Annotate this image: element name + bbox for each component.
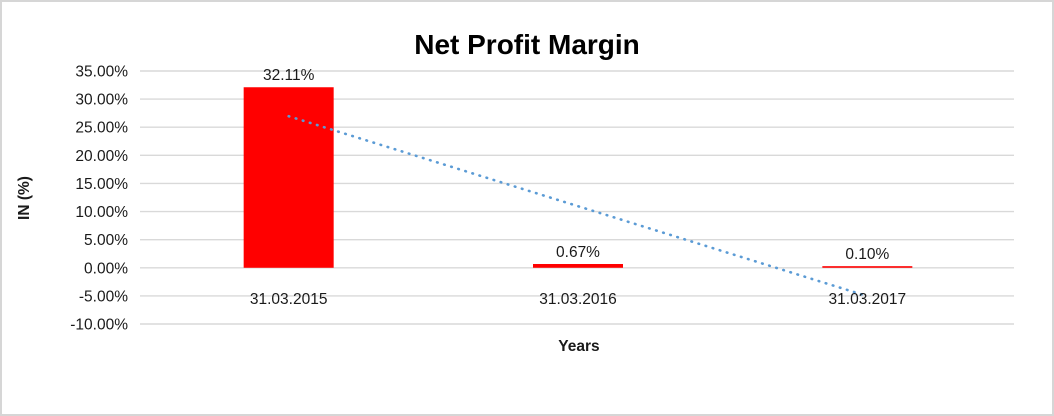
x-axis-tick-labels: 31.03.2015 31.03.2016 31.03.2017 xyxy=(250,291,906,308)
y-tick-label: 35.00% xyxy=(75,64,128,81)
chart-title: Net Profit Margin xyxy=(414,29,640,60)
y-tick-label: -10.00% xyxy=(70,317,128,334)
y-tick-label: 15.00% xyxy=(75,176,128,193)
data-label: 0.67% xyxy=(556,244,600,261)
y-tick-label: 20.00% xyxy=(75,148,128,165)
y-tick-label: 5.00% xyxy=(84,232,128,249)
bar-series xyxy=(243,87,913,268)
y-tick-label: 30.00% xyxy=(75,92,128,109)
x-tick-label: 31.03.2016 xyxy=(539,291,617,308)
data-label: 0.10% xyxy=(845,246,889,263)
y-axis-title: IN (%) xyxy=(16,176,33,220)
trendline-dotted xyxy=(287,114,869,298)
x-tick-label: 31.03.2017 xyxy=(829,291,907,308)
x-axis-title: Years xyxy=(558,338,599,355)
bar-31.03.2015 xyxy=(243,87,334,268)
bar-31.03.2017 xyxy=(822,266,913,268)
y-tick-label: 25.00% xyxy=(75,120,128,137)
y-axis-tick-labels: 35.00% 30.00% 25.00% 20.00% 15.00% 10.00% 5.00… xyxy=(70,64,128,334)
bar-31.03.2016 xyxy=(533,264,623,268)
x-tick-label: 31.03.2015 xyxy=(250,291,328,308)
y-tick-label: 0.00% xyxy=(84,260,128,277)
y-tick-label: 10.00% xyxy=(75,204,128,221)
y-tick-label: -5.00% xyxy=(79,288,128,305)
data-label: 32.11% xyxy=(263,67,315,84)
bar-data-labels: 32.11% 0.67% 0.10% xyxy=(263,67,890,263)
